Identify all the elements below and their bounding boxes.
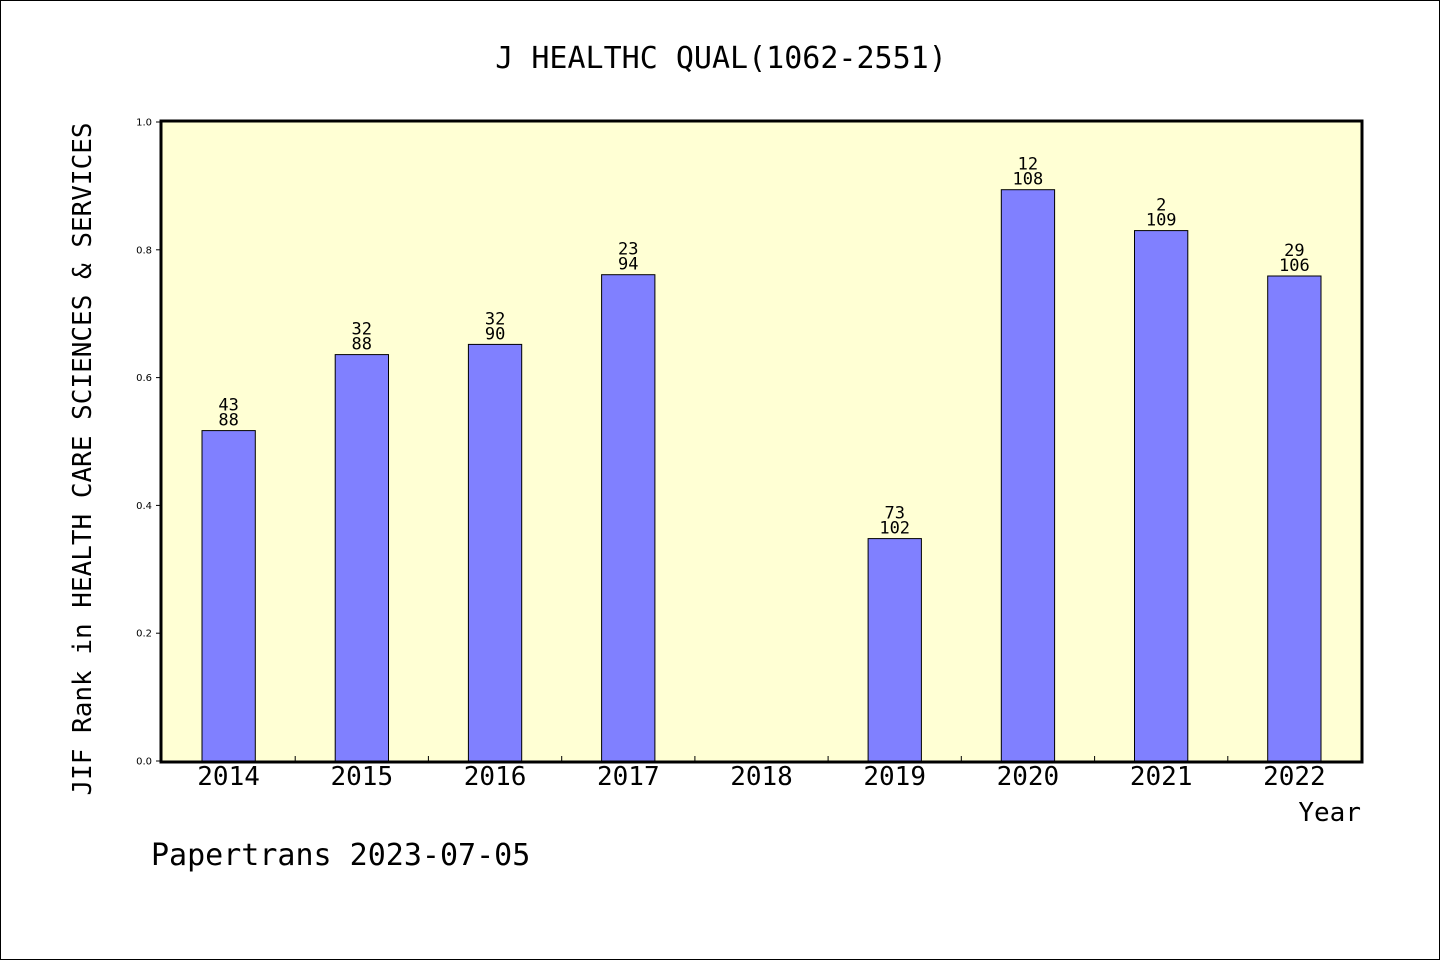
- bar-2014: [201, 430, 256, 762]
- x-tick-label-2015: 2015: [330, 762, 393, 792]
- x-axis-ticks: 2014 2015 2016 2017 2018 2019 2020 2021 2022: [197, 756, 1326, 792]
- bar-rank-label-2022: 29: [1284, 241, 1304, 261]
- x-tick-label-2018: 2018: [730, 762, 793, 792]
- bar-rank-label-2015: 32: [352, 320, 372, 340]
- x-tick-label-2020: 2020: [997, 762, 1060, 792]
- x-tick-label-2014: 2014: [197, 762, 260, 792]
- bars-layer: [201, 189, 1322, 762]
- y-tick-label-2: 0.4: [136, 501, 152, 512]
- y-tick-label-4: 0.8: [136, 245, 152, 256]
- y-axis-label: JIF Rank in HEALTH CARE SCIENCES & SERVI…: [68, 122, 98, 795]
- bar-rank-label-2017: 23: [618, 240, 638, 260]
- plot-border: [159, 119, 1364, 764]
- bar-2015: [334, 354, 390, 762]
- bar-rank-label-2020: 12: [1018, 155, 1038, 175]
- bar-total-label-2014: 88: [218, 411, 238, 431]
- bar-rank-label-2021: 2: [1156, 196, 1166, 216]
- x-tick-label-2021: 2021: [1130, 762, 1193, 792]
- x-tick-label-2016: 2016: [464, 762, 527, 792]
- bar-rank-label-2016: 32: [485, 309, 505, 329]
- bar-total-label-2019: 102: [879, 519, 910, 539]
- y-tick-label-5: 1.0: [136, 118, 152, 129]
- chart-title: J HEALTHC QUAL(1062-2551): [495, 41, 947, 76]
- footer-watermark: Papertrans 2023-07-05: [151, 838, 530, 873]
- x-tick-label-2019: 2019: [863, 762, 926, 792]
- y-tick-label-3: 0.6: [136, 373, 152, 384]
- bar-total-label-2020: 108: [1013, 170, 1044, 190]
- x-axis-label: Year: [1298, 798, 1361, 828]
- bar-total-label-2017: 94: [618, 255, 638, 275]
- bar-total-label-2016: 90: [485, 324, 505, 344]
- bar-total-label-2022: 106: [1279, 256, 1310, 276]
- bar-2020: [1000, 189, 1056, 762]
- bar-total-label-2021: 109: [1146, 211, 1177, 231]
- x-tick-label-2022: 2022: [1263, 762, 1326, 792]
- y-tick-label-1: 0.2: [136, 629, 152, 640]
- bar-total-label-2015: 88: [352, 335, 372, 355]
- bar-2021: [1134, 230, 1189, 762]
- y-axis-ticks: 0.0 0.2 0.4 0.6 0.8 1.0: [136, 118, 161, 768]
- y-tick-label-0: 0.0: [136, 757, 152, 768]
- bar-2022: [1267, 275, 1322, 762]
- bar-2017: [601, 274, 656, 762]
- bar-2016: [467, 343, 523, 762]
- bar-rank-label-2019: 73: [884, 504, 904, 524]
- bar-rank-label-2014: 43: [218, 396, 238, 416]
- bar-2019: [867, 538, 922, 762]
- x-tick-label-2017: 2017: [597, 762, 660, 792]
